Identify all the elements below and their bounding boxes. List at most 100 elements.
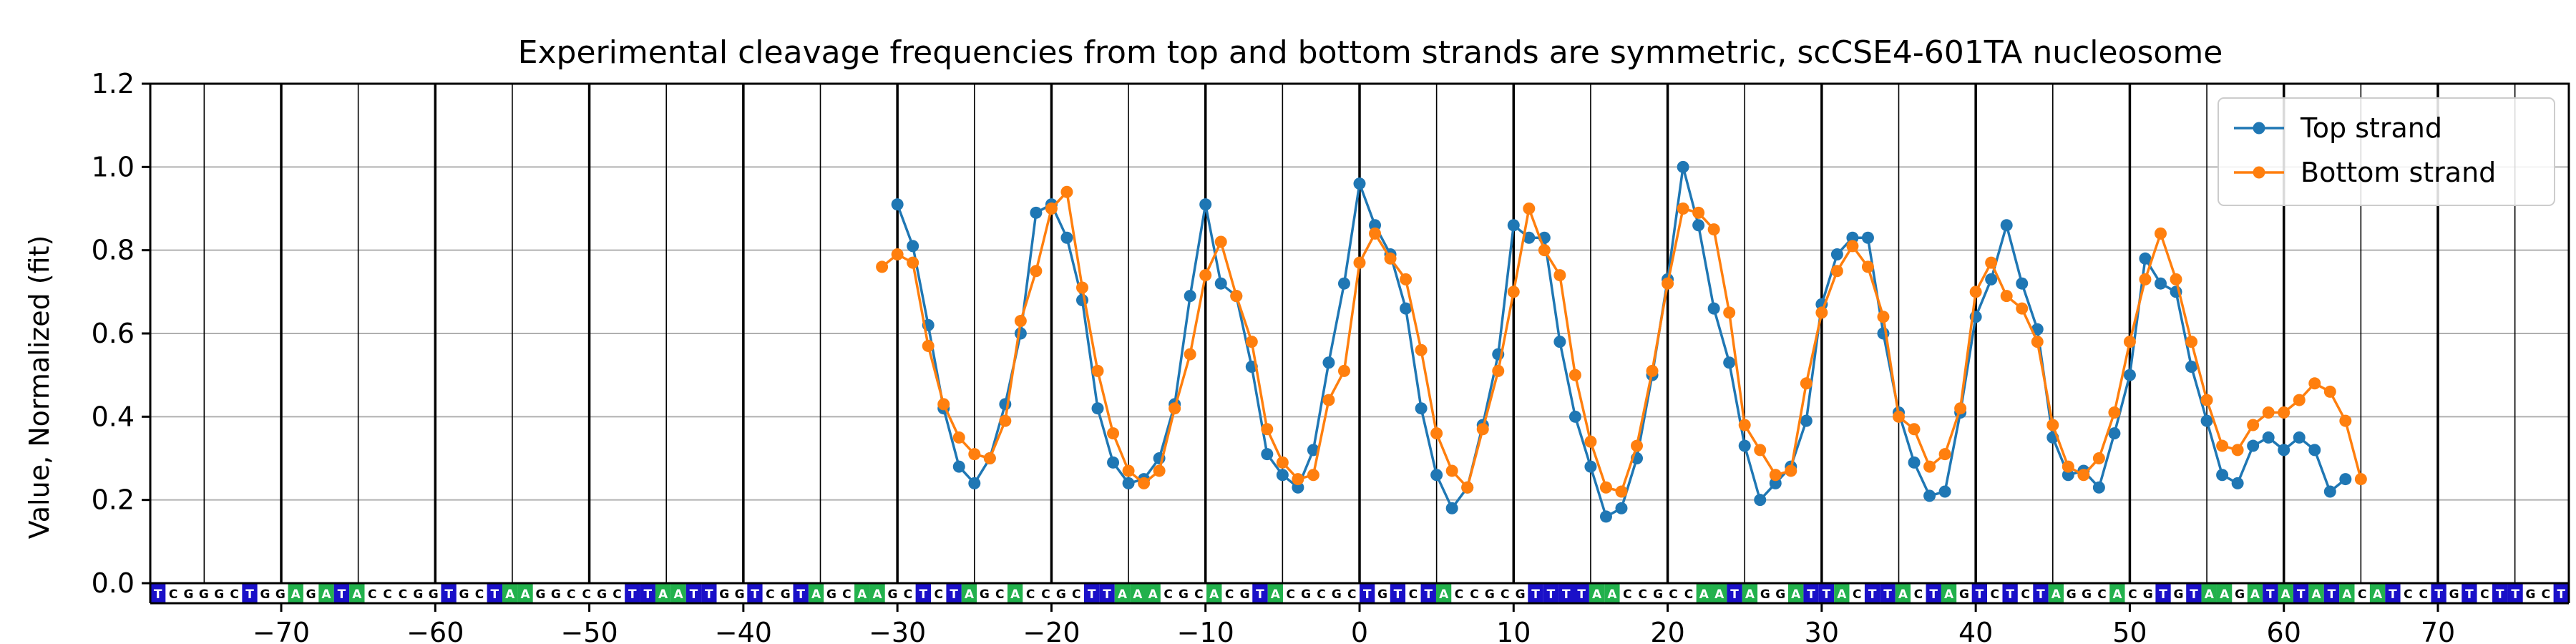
data-point: [1122, 477, 1135, 489]
sequence-base-cell: [517, 583, 533, 603]
sequence-base-letter: A: [2220, 587, 2230, 602]
sequence-base-letter: C: [1991, 587, 1999, 602]
sequence-base-letter: G: [1056, 587, 1066, 602]
sequence-base-letter: T: [2036, 587, 2045, 602]
sequence-base-cell: [609, 583, 625, 603]
data-point: [1214, 235, 1227, 248]
sequence-base-cell: [2155, 583, 2171, 603]
data-point: [1369, 227, 1382, 240]
sequence-base-letter: G: [1775, 587, 1785, 602]
sequence-base-cell: [2124, 583, 2141, 603]
sequence-base-letter: A: [505, 587, 515, 602]
sequence-base-letter: G: [2067, 587, 2077, 602]
sequence-base-cell: [1451, 583, 1467, 603]
sequence-base-letter: T: [2328, 587, 2336, 602]
sequence-base-letter: A: [2373, 587, 2383, 602]
sequence-base-cell: [1665, 583, 1682, 603]
sequence-base-letter: T: [2496, 587, 2504, 602]
sequence-base-letter: A: [1944, 587, 1954, 602]
sequence-base-letter: C: [2097, 587, 2106, 602]
data-point: [1785, 464, 1797, 477]
sequence-base-letter: T: [751, 587, 759, 602]
x-tick-label: −40: [715, 617, 772, 644]
data-point: [1584, 460, 1597, 473]
sequence-base-cell: [1926, 583, 1941, 603]
sequence-base-cell: [318, 583, 334, 603]
data-point: [2293, 431, 2306, 444]
data-point: [1430, 469, 1443, 482]
sequence-base-cell: [2446, 583, 2462, 603]
sequence-base-letter: C: [582, 587, 590, 602]
data-point: [1568, 410, 1581, 423]
sequence-base-cell: [1772, 583, 1788, 603]
data-point: [2308, 444, 2321, 457]
sequence-base-letter: T: [643, 587, 652, 602]
data-point: [2231, 444, 2244, 457]
data-point: [2185, 336, 2198, 348]
data-point: [2323, 385, 2336, 398]
data-point: [2354, 473, 2367, 486]
data-point: [1692, 219, 1705, 232]
sequence-base-letter: A: [1271, 587, 1281, 602]
x-tick-label: −60: [406, 617, 464, 644]
sequence-base-cell: [1375, 583, 1390, 603]
sequence-base-letter: A: [2311, 587, 2321, 602]
sequence-base-letter: G: [719, 587, 729, 602]
data-point: [1030, 206, 1043, 219]
sequence-base-cell: [273, 583, 288, 603]
sequence-base-letter: C: [1072, 587, 1080, 602]
y-tick-label: 0.4: [92, 401, 135, 432]
sequence-base-letter: A: [2250, 587, 2260, 602]
sequence-base-cell: [1114, 583, 1131, 603]
sequence-base-letter: G: [1959, 587, 1969, 602]
data-point: [1445, 502, 1458, 514]
sequence-base-letter: T: [1730, 587, 1739, 602]
data-point: [1923, 489, 1936, 502]
sequence-base-letter: T: [2266, 587, 2275, 602]
data-point: [1662, 277, 1674, 290]
sequence-base-letter: T: [1562, 587, 1571, 602]
sequence-base-cell: [1344, 583, 1360, 603]
sequence-base-cell: [1099, 583, 1115, 603]
sequence-base-letter: G: [2174, 587, 2184, 602]
sequence-base-letter: C: [842, 587, 851, 602]
sequence-base-cell: [1252, 583, 1268, 603]
sequence-base-letter: T: [2190, 587, 2198, 602]
sequence-base-cell: [165, 583, 181, 603]
sequence-base-letter: A: [811, 587, 821, 602]
sequence-base-letter: G: [260, 587, 270, 602]
sequence-base-cell: [1803, 583, 1819, 603]
sequence-base-letter: G: [888, 587, 898, 602]
sequence-base-cell: [1589, 583, 1605, 603]
sequence-base-cell: [1558, 583, 1574, 603]
sequence-base-cell: [2048, 583, 2064, 603]
data-point: [2216, 469, 2229, 482]
data-point: [1138, 477, 1151, 489]
x-tick-label: 40: [1958, 617, 1993, 644]
sequence-base-letter: A: [673, 587, 683, 602]
data-point: [999, 414, 1012, 427]
sequence-base-letter: A: [2112, 587, 2122, 602]
sequence-base-cell: [2201, 583, 2217, 603]
sequence-base-letter: T: [245, 587, 254, 602]
sequence-base-letter: G: [1760, 587, 1770, 602]
sequence-base-letter: A: [1592, 587, 1602, 602]
sequence-base-letter: T: [1547, 587, 1556, 602]
sequence-base-cell: [410, 583, 426, 603]
sequence-base-cell: [2140, 583, 2156, 603]
sequence-base-cell: [303, 583, 319, 603]
data-point: [2123, 369, 2136, 381]
sequence-base-letter: T: [338, 587, 346, 602]
sequence-base-cell: [1023, 583, 1038, 603]
data-point: [2092, 481, 2105, 494]
sequence-base-cell: [1191, 583, 1207, 603]
data-point: [2154, 227, 2167, 240]
sequence-base-cell: [977, 583, 992, 603]
data-point: [1830, 248, 1843, 260]
sequence-base-letter: G: [183, 587, 193, 602]
data-point: [1584, 435, 1597, 448]
sequence-base-cell: [2369, 583, 2386, 603]
sequence-base-cell: [2385, 583, 2401, 603]
sequence-base-cell: [839, 583, 855, 603]
